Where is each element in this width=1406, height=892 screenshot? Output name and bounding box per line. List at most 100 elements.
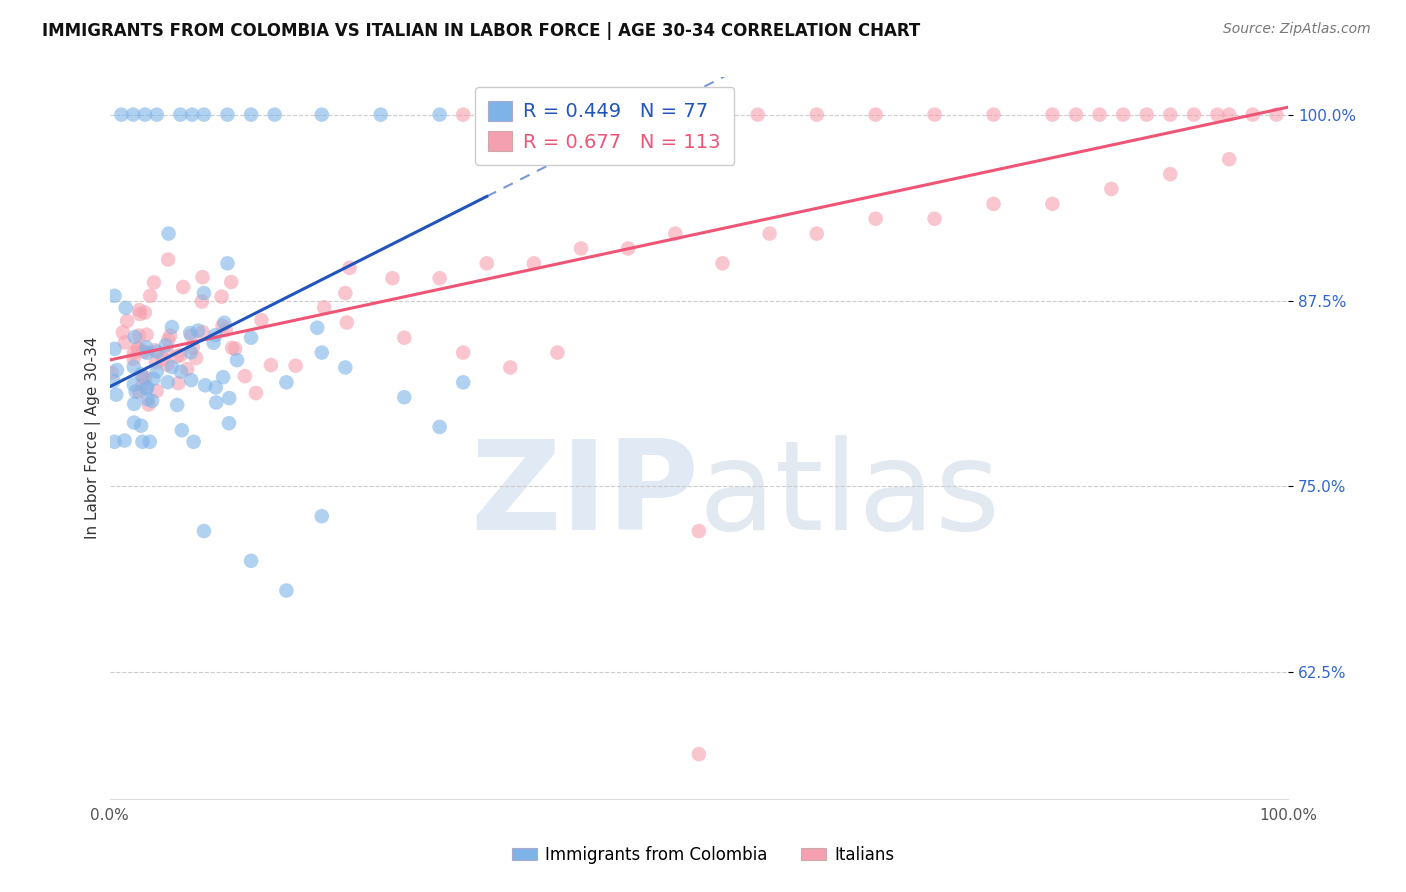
Point	[128, 328, 150, 343]
Point	[240, 107, 263, 121]
Point	[135, 381, 157, 395]
Point	[314, 301, 336, 315]
Point	[688, 747, 710, 761]
Point	[146, 107, 169, 121]
Point	[226, 353, 249, 368]
Point	[546, 107, 568, 121]
Point	[240, 331, 263, 345]
Point	[924, 107, 946, 121]
Point	[193, 286, 215, 301]
Point	[169, 348, 191, 362]
Point	[139, 289, 162, 303]
Point	[160, 320, 183, 334]
Point	[127, 342, 149, 356]
Point	[170, 423, 193, 437]
Point	[103, 342, 125, 356]
Point	[1088, 107, 1111, 121]
Point	[394, 390, 416, 404]
Point	[335, 286, 357, 301]
Point	[128, 307, 150, 321]
Point	[128, 303, 150, 318]
Point	[124, 384, 146, 399]
Point	[429, 420, 451, 434]
Point	[641, 107, 664, 121]
Point	[284, 359, 307, 373]
Point	[193, 524, 215, 538]
Point	[128, 385, 150, 400]
Point	[1042, 107, 1064, 121]
Point	[307, 320, 329, 334]
Point	[157, 333, 180, 347]
Point	[212, 370, 235, 384]
Point	[101, 366, 124, 380]
Point	[711, 256, 734, 270]
Point	[170, 365, 193, 379]
Point	[105, 363, 128, 377]
Text: Source: ZipAtlas.com: Source: ZipAtlas.com	[1223, 22, 1371, 37]
Point	[138, 398, 160, 412]
Point	[131, 434, 153, 449]
Point	[429, 271, 451, 285]
Point	[124, 330, 146, 344]
Point	[240, 554, 263, 568]
Point	[204, 328, 226, 343]
Point	[221, 341, 243, 355]
Point	[180, 345, 202, 359]
Point	[142, 276, 165, 290]
Point	[688, 107, 710, 121]
Point	[1064, 107, 1087, 121]
Point	[122, 346, 145, 360]
Point	[141, 393, 163, 408]
Point	[1241, 107, 1264, 121]
Point	[105, 387, 128, 401]
Point	[159, 328, 181, 343]
Point	[217, 256, 239, 270]
Point	[183, 434, 205, 449]
Point	[451, 376, 474, 390]
Point	[129, 418, 152, 433]
Point	[211, 318, 233, 333]
Point	[983, 107, 1005, 121]
Point	[569, 242, 592, 256]
Point	[688, 524, 710, 538]
Point	[664, 227, 686, 241]
Y-axis label: In Labor Force | Age 30-34: In Labor Force | Age 30-34	[86, 337, 101, 540]
Text: ZIP: ZIP	[470, 435, 699, 557]
Point	[1136, 107, 1159, 121]
Point	[145, 365, 167, 379]
Point	[806, 227, 828, 241]
Text: atlas: atlas	[699, 435, 1001, 557]
Point	[184, 351, 207, 365]
Point	[157, 252, 180, 267]
Point	[169, 107, 191, 121]
Point	[103, 374, 125, 388]
Point	[311, 509, 333, 524]
Point	[806, 107, 828, 121]
Point	[157, 227, 180, 241]
Point	[134, 107, 156, 121]
Point	[475, 256, 498, 270]
Point	[122, 377, 145, 392]
Point	[1218, 153, 1240, 167]
Point	[127, 341, 149, 355]
Point	[336, 316, 359, 330]
Point	[370, 107, 392, 121]
Point	[122, 351, 145, 366]
Point	[179, 326, 201, 340]
Point	[115, 314, 138, 328]
Point	[181, 340, 204, 354]
Point	[114, 434, 136, 448]
Point	[224, 342, 246, 356]
Point	[245, 386, 267, 401]
Point	[155, 338, 177, 352]
Point	[132, 344, 155, 359]
Point	[311, 107, 333, 121]
Point	[451, 107, 474, 121]
Point	[1182, 107, 1205, 121]
Point	[143, 343, 166, 358]
Point	[218, 391, 240, 405]
Point	[250, 313, 273, 327]
Point	[193, 107, 215, 121]
Point	[111, 326, 134, 340]
Point	[510, 107, 533, 121]
